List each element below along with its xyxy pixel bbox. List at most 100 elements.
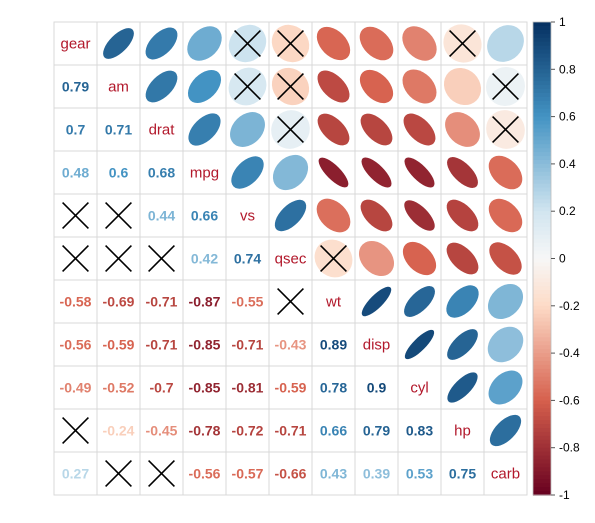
correlation-ellipse <box>103 28 134 59</box>
colorbar-segment <box>533 152 551 157</box>
variable-label: wt <box>325 294 342 311</box>
colorbar-tick-label: -0.8 <box>559 441 580 455</box>
colorbar-segment <box>533 195 551 200</box>
colorbar-segment <box>533 341 551 346</box>
correlation-ellipse <box>360 199 393 232</box>
insignificance-cross-mark <box>62 245 89 272</box>
colorbar-segment <box>533 380 551 386</box>
correlation-value-label: -0.43 <box>275 337 307 353</box>
correlation-value-label: 0.83 <box>406 423 433 439</box>
colorbar-segment <box>533 475 551 480</box>
matrix-cell <box>440 150 485 195</box>
correlation-value-label: -0.81 <box>232 380 264 396</box>
correlation-ellipse <box>360 113 393 146</box>
correlation-value-label: -0.49 <box>60 380 92 396</box>
correlation-ellipse <box>446 285 479 318</box>
colorbar-tick-label: 0.2 <box>559 204 576 218</box>
colorbar-segment <box>533 219 551 224</box>
matrix-cell <box>182 451 227 496</box>
colorbar-segment <box>533 293 551 299</box>
matrix-cell <box>96 107 141 152</box>
matrix-cell <box>96 150 141 195</box>
correlation-value-label: -0.66 <box>275 466 307 482</box>
colorbar-segment <box>533 286 551 291</box>
colorbar-segment <box>533 364 551 370</box>
insignificance-cross-mark <box>277 73 304 100</box>
correlation-value-label: 0.78 <box>320 380 347 396</box>
colorbar-segment <box>533 85 551 90</box>
colorbar-tick-label: -1 <box>559 488 570 502</box>
variable-label: carb <box>491 466 520 483</box>
colorbar-segment <box>533 104 551 110</box>
colorbar-segment <box>533 337 551 342</box>
correlation-ellipse <box>488 198 523 233</box>
correlation-ellipse <box>445 112 480 147</box>
colorbar-tick-label: -0.6 <box>559 393 580 407</box>
colorbar-segment <box>533 191 551 197</box>
insignificance-cross-mark <box>234 30 261 57</box>
colorbar-segment <box>533 459 551 465</box>
colorbar-segment <box>533 132 551 137</box>
colorbar-segment <box>533 368 551 374</box>
matrix-cell <box>96 365 141 410</box>
correlation-value-label: 0.75 <box>449 466 476 482</box>
correlation-value-label: -0.56 <box>60 337 92 353</box>
colorbar-segment <box>533 254 551 260</box>
matrix-cell <box>354 322 399 367</box>
correlation-value-label: -0.85 <box>189 337 221 353</box>
matrix-cell <box>311 322 356 367</box>
correlation-value-label: 0.66 <box>191 208 218 224</box>
colorbar-segment <box>533 199 551 204</box>
correlation-value-label: 0.27 <box>62 466 89 482</box>
colorbar-segment <box>533 392 551 398</box>
correlation-value-label: -0.71 <box>146 294 178 310</box>
correlation-ellipse <box>487 283 524 320</box>
matrix-cell <box>397 451 442 496</box>
variable-label: drat <box>149 122 176 139</box>
matrix-cells: gear 0.79 am 0.7 0.71 drat 0.48 0.6 0.68 mpg 0.44 0… <box>53 21 528 496</box>
variable-label: qsec <box>275 251 307 268</box>
matrix-cell <box>268 451 313 496</box>
correlation-ellipse <box>230 112 265 147</box>
colorbar-segment <box>533 128 551 133</box>
matrix-cell <box>139 279 184 324</box>
colorbar-segment <box>533 431 551 437</box>
matrix-cell <box>268 236 313 281</box>
colorbar-segment <box>533 427 551 433</box>
correlation-ellipse <box>446 199 479 232</box>
colorbar-segment <box>533 81 551 86</box>
variable-label: gear <box>60 36 90 53</box>
correlation-value-label: -0.57 <box>232 466 264 482</box>
insignificance-cross-mark <box>449 30 476 57</box>
matrix-cell <box>53 150 98 195</box>
colorbar-segment <box>533 29 551 35</box>
colorbar-segment <box>533 250 551 256</box>
colorbar-segment <box>533 479 551 484</box>
matrix-cell <box>225 408 270 453</box>
correlation-value-label: -0.56 <box>189 466 221 482</box>
colorbar-segment <box>533 65 551 70</box>
colorbar-segment <box>533 215 551 220</box>
colorbar-segment <box>533 420 551 425</box>
colorbar-segment <box>533 443 551 449</box>
colorbar-tick-label: 1 <box>559 15 566 29</box>
colorbar-tick-label: -0.4 <box>559 346 580 360</box>
insignificance-cross-mark <box>148 245 175 272</box>
insignificance-cross-mark <box>62 417 89 444</box>
colorbar-segment <box>533 96 551 102</box>
colorbar-segment <box>533 266 551 271</box>
correlation-ellipse <box>316 198 351 233</box>
correlation-value-label: 0.53 <box>406 466 433 482</box>
correlation-ellipse <box>403 113 436 146</box>
matrix-cell <box>182 365 227 410</box>
colorbar-segment <box>533 92 551 98</box>
correlation-ellipse <box>231 156 264 189</box>
colorbar-segment <box>533 487 551 492</box>
correlation-value-label: 0.66 <box>320 423 347 439</box>
matrix-cell <box>311 408 356 453</box>
correlation-ellipse <box>447 372 478 403</box>
insignificance-cross-mark <box>105 460 132 487</box>
colorbar-segment <box>533 187 551 193</box>
